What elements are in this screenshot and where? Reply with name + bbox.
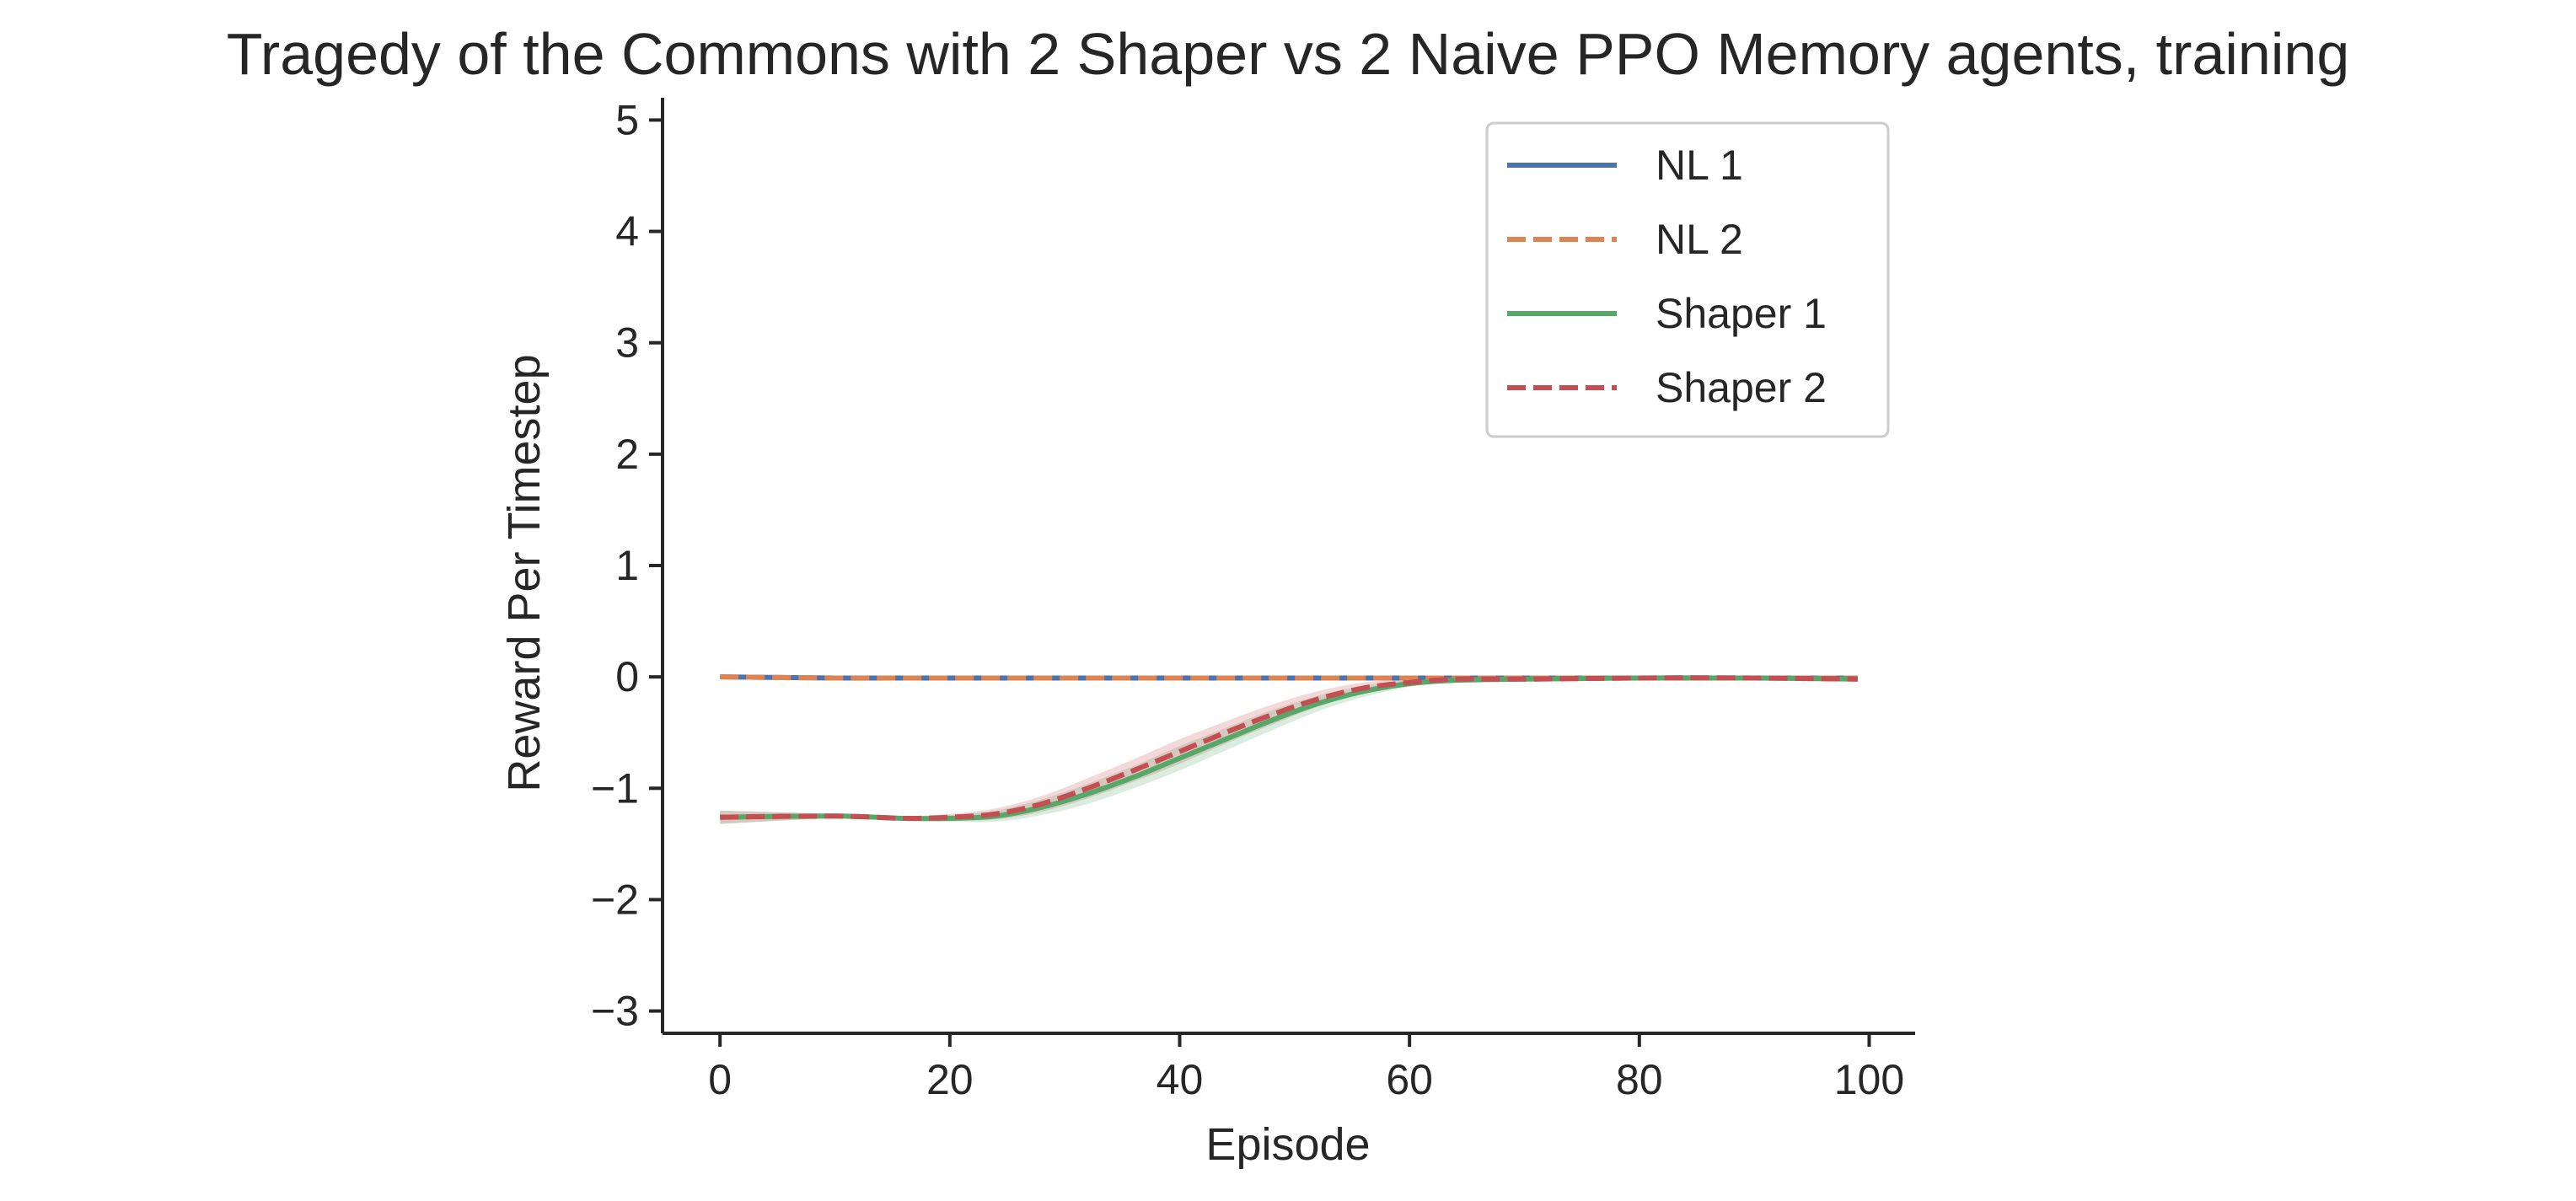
- legend-label: Shaper 2: [1656, 364, 1827, 411]
- y-axis-ticks: −3 −2 −1 0 1 2 3 4 5: [591, 96, 663, 1035]
- x-tick-label: 40: [1157, 1056, 1204, 1103]
- y-axis-label: Reward Per Timestep: [499, 354, 550, 791]
- legend-label: NL 2: [1656, 216, 1743, 263]
- x-axis-label: Episode: [1205, 1119, 1370, 1170]
- legend-box: [1485, 121, 1890, 438]
- shaper-1-band: [720, 676, 1858, 824]
- y-tick-label: 4: [615, 208, 639, 255]
- legend-item-shaper-1: Shaper 1: [1507, 290, 1827, 337]
- legend: NL 1 NL 2 Shaper 1 Shaper 2: [1485, 121, 1890, 438]
- legend-label: NL 1: [1656, 142, 1743, 189]
- y-tick-label: −1: [591, 764, 639, 812]
- shaper-2-band: [720, 676, 1858, 824]
- legend-item-nl-2: NL 2: [1507, 216, 1743, 263]
- y-tick-label: 5: [615, 96, 639, 143]
- legend-item-shaper-2: Shaper 2: [1507, 364, 1827, 411]
- y-tick-label: 0: [615, 653, 639, 700]
- x-tick-label: 20: [926, 1056, 974, 1103]
- legend-item-nl-1: NL 1: [1507, 142, 1743, 189]
- x-tick-label: 60: [1386, 1056, 1433, 1103]
- y-tick-label: −3: [591, 988, 639, 1035]
- x-tick-label: 0: [708, 1056, 732, 1103]
- y-tick-label: 3: [615, 319, 639, 367]
- y-tick-label: −2: [591, 876, 639, 923]
- x-tick-label: 100: [1834, 1056, 1904, 1103]
- shaper-2-line: [720, 675, 1858, 822]
- confidence-bands: [720, 676, 1858, 824]
- y-tick-label: 1: [615, 542, 639, 589]
- shaper-1-line: [720, 675, 1858, 822]
- y-tick-label: 2: [615, 431, 639, 478]
- chart-title: Tragedy of the Commons with 2 Shaper vs …: [227, 21, 2350, 87]
- x-axis-ticks: 0 20 40 60 80 100: [708, 1033, 1904, 1103]
- legend-label: Shaper 1: [1656, 290, 1827, 337]
- x-tick-label: 80: [1616, 1056, 1663, 1103]
- legend-items: NL 1 NL 2 Shaper 1 Shaper 2: [1507, 142, 1827, 411]
- series-lines: [720, 674, 1858, 822]
